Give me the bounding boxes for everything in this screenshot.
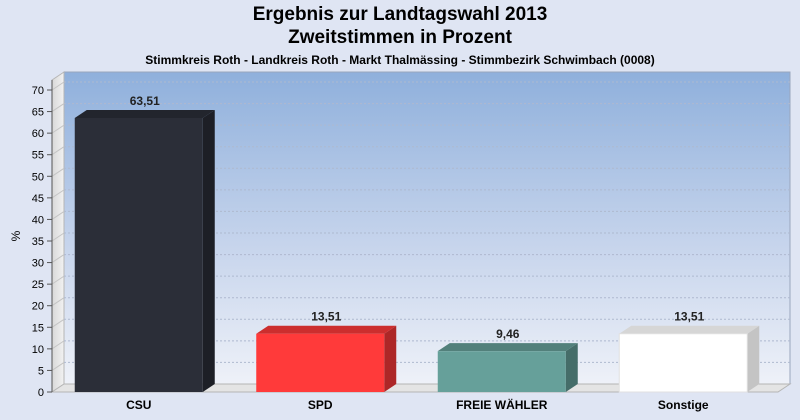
y-tick-label: 45 <box>32 193 44 205</box>
bar-top <box>437 343 578 352</box>
y-tick-label: 65 <box>32 107 44 119</box>
bar-front <box>437 351 566 392</box>
bar-side <box>565 343 578 392</box>
y-tick-label: 40 <box>32 214 44 226</box>
category-labels: CSU SPD FREIE WÄHLER Sonstige <box>126 397 709 412</box>
gridline-side <box>51 167 65 177</box>
bars: 63,51 13,51 9,46 13,51 <box>74 94 760 393</box>
category-label: SPD <box>308 398 333 412</box>
gridline-side <box>51 232 65 242</box>
gridline-side <box>51 189 65 199</box>
y-tick-label: 25 <box>32 279 44 291</box>
y-tick-label: 55 <box>32 150 44 162</box>
bar-sonstige: 13,51 <box>618 310 760 393</box>
bar-front <box>256 333 385 392</box>
chart-region-subtitle: Stimmkreis Roth - Landkreis Roth - Markt… <box>145 53 655 67</box>
gridline-side <box>51 275 65 285</box>
bar-top <box>256 325 397 334</box>
data-label: 9,46 <box>496 327 520 341</box>
y-tick-label: 5 <box>38 365 44 377</box>
gridline-side <box>51 318 65 328</box>
y-tick-label: 70 <box>32 85 44 97</box>
gridline-side <box>51 146 65 156</box>
bar-top <box>619 325 760 334</box>
chart-title: Ergebnis zur Landtagswahl 2013 <box>252 4 548 25</box>
chart-subtitle: Zweitstimmen in Prozent <box>288 27 512 48</box>
y-tick-label: 0 <box>38 387 44 399</box>
bar-freie-w-hler: 9,46 <box>437 327 578 392</box>
category-label: CSU <box>126 398 151 412</box>
plot-side-wall <box>51 71 65 393</box>
gridline-side <box>51 340 65 350</box>
bar-front <box>618 333 748 393</box>
y-tick-label: 50 <box>32 171 44 183</box>
gridline-side <box>51 211 65 220</box>
y-tick-label: 35 <box>32 236 44 248</box>
category-label: Sonstige <box>658 398 709 412</box>
gridline-side <box>51 254 65 263</box>
bar-top <box>74 109 215 118</box>
bar-side <box>747 325 760 392</box>
y-tick-label: 10 <box>32 344 44 356</box>
gridline-side <box>51 297 65 307</box>
data-label: 13,51 <box>674 310 704 324</box>
bar-spd: 13,51 <box>256 310 397 392</box>
y-tick-label: 30 <box>32 258 44 270</box>
gridline-side <box>51 103 65 112</box>
bar-side <box>202 109 215 392</box>
gridline-side <box>51 124 65 134</box>
bar-csu: 63,51 <box>74 94 215 392</box>
gridline-side <box>51 81 65 91</box>
gridline-side <box>51 362 65 371</box>
category-label: FREIE WÄHLER <box>456 397 548 412</box>
y-tick-label: 15 <box>32 322 44 334</box>
bar-front <box>74 117 203 392</box>
data-label: 63,51 <box>130 94 160 108</box>
y-tick-label: 60 <box>32 128 44 140</box>
y-tick-label: 20 <box>32 301 44 313</box>
bar-side <box>384 325 397 392</box>
y-axis-ticks: 0 5 10 15 20 25 30 35 40 45 50 55 60 65 70 <box>32 80 53 399</box>
data-label: 13,51 <box>311 310 341 324</box>
y-axis-label: % <box>9 230 23 241</box>
